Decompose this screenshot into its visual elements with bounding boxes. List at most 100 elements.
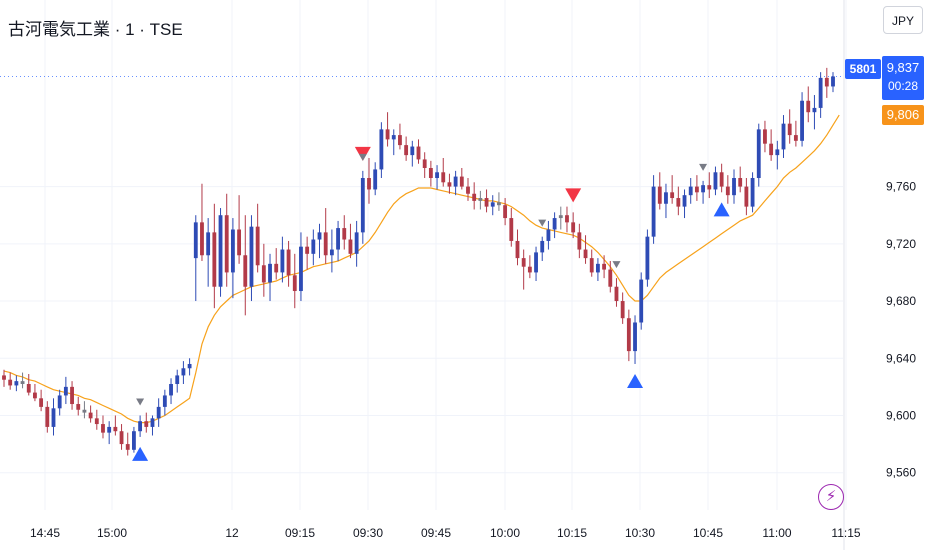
y-tick-label: 9,600 [886, 408, 916, 422]
candle-body [193, 222, 198, 259]
candle-body [144, 421, 149, 427]
candle-body [422, 159, 427, 168]
candle-body [70, 386, 74, 405]
candle-body [831, 76, 835, 87]
candle-body [373, 169, 378, 190]
candle-body [472, 193, 477, 201]
moving-average-line [3, 114, 840, 424]
candle-body [14, 381, 19, 386]
candle-body [261, 265, 266, 283]
candle-body [292, 275, 297, 292]
candle-body [775, 149, 780, 156]
candle-body [509, 218, 514, 241]
x-tick-label: 09:30 [353, 526, 383, 540]
candle-body [664, 192, 668, 204]
candle-body [33, 392, 37, 399]
candle-body [385, 129, 390, 140]
candle-body [682, 195, 687, 207]
x-tick-label: 11:15 [831, 526, 860, 540]
x-tick-label: 09:15 [285, 526, 315, 540]
ticker-badge: 5801 [845, 59, 881, 79]
symbol-title[interactable]: 古河電気工業 · 1 · TSE [8, 20, 183, 39]
candle-body [367, 178, 371, 190]
candle-body [175, 375, 180, 385]
candle-body [651, 186, 656, 237]
candle-body [719, 172, 724, 187]
candle-body [602, 263, 607, 270]
candle-body [744, 186, 749, 207]
candle-body [732, 178, 736, 196]
candle-body [793, 135, 798, 141]
lightning-bolt-icon[interactable]: ⚡ [818, 484, 844, 510]
candle-body [39, 398, 44, 407]
candle-body [391, 135, 396, 140]
candle-body [725, 186, 730, 196]
candle-body [558, 215, 563, 219]
candle-body [249, 226, 254, 287]
candle-body [595, 263, 600, 273]
x-tick-label: 10:15 [557, 526, 587, 540]
candle-body [701, 185, 705, 193]
candle-body [657, 186, 662, 204]
candle-body [787, 123, 792, 136]
candle-body [107, 426, 112, 433]
candle-body [125, 444, 130, 450]
candle-body [398, 135, 402, 146]
candle-body [490, 202, 495, 207]
candle-body [26, 384, 31, 393]
candle-body [552, 218, 557, 230]
candle-body [577, 232, 582, 250]
candle-body [750, 178, 755, 207]
x-tick-label: 15:00 [97, 526, 127, 540]
candle-body [441, 172, 446, 183]
y-tick-label: 9,720 [886, 237, 916, 251]
candle-body [484, 198, 489, 207]
candle-body [404, 145, 409, 156]
candle-body [589, 258, 594, 273]
candle-body [459, 176, 464, 187]
candle-body [435, 172, 439, 179]
candle-body [466, 186, 470, 194]
currency-button[interactable]: JPY [883, 6, 923, 34]
candle-body [156, 406, 161, 419]
candle-body [670, 192, 675, 199]
x-tick-label: 10:30 [625, 526, 655, 540]
x-tick-label: 10:00 [490, 526, 520, 540]
last-price-value: 9,837 [886, 60, 920, 75]
candle-body [88, 412, 93, 419]
candle-body [633, 322, 637, 352]
sell-signal-marker [565, 188, 582, 203]
bar-countdown: 00:28 [887, 79, 919, 93]
candle-body [824, 77, 829, 87]
candle-body [583, 249, 588, 259]
candle-body [818, 77, 823, 108]
candle-body [608, 269, 613, 287]
candle-body [336, 228, 340, 250]
candle-body [169, 384, 173, 396]
candle-body [218, 215, 223, 287]
candle-body [756, 129, 761, 179]
candle-body [255, 226, 260, 266]
candle-body [763, 129, 767, 144]
candle-body [453, 176, 458, 187]
candle-body [348, 239, 353, 254]
candle-body [63, 386, 68, 396]
candle-body [521, 258, 526, 267]
candle-body [237, 229, 242, 256]
x-tick-label: 11:00 [762, 526, 791, 540]
candle-body [317, 232, 322, 240]
buy-signal-marker [132, 446, 149, 461]
y-tick-label: 9,680 [886, 294, 916, 308]
candle-body [162, 395, 167, 407]
x-tick-label: 09:45 [421, 526, 451, 540]
candle-body [329, 249, 334, 256]
candle-body [639, 279, 644, 323]
candle-body [230, 229, 235, 273]
candle-body [323, 232, 328, 256]
candle-body [416, 146, 421, 160]
candle-body [243, 255, 248, 287]
x-tick-label: 12 [225, 526, 239, 540]
candle-body [614, 286, 619, 302]
buy-signal-marker [713, 202, 730, 217]
